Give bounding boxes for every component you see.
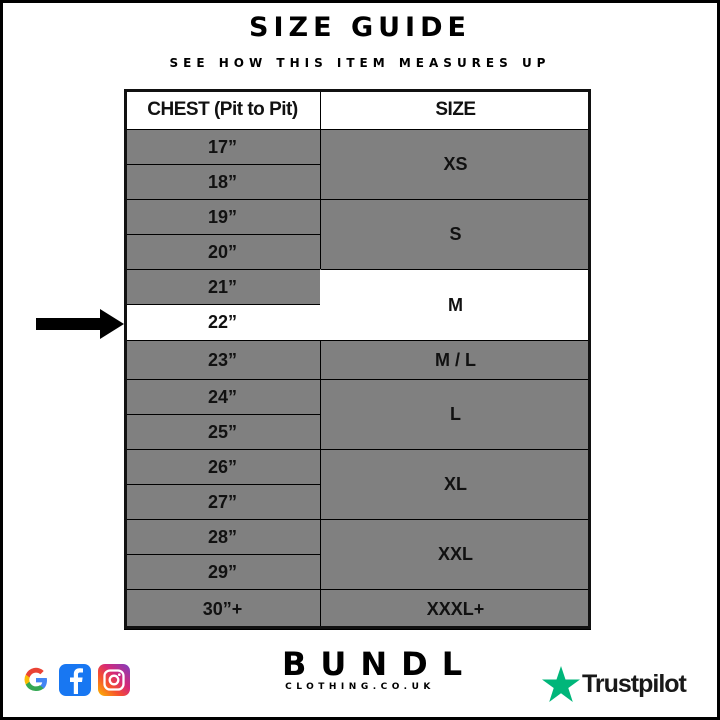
trustpilot-logo[interactable]: Trustpilot [542, 666, 687, 702]
trustpilot-label: Trustpilot [582, 669, 687, 698]
brand-website: CLOTHING.CO.UK [285, 682, 435, 692]
chest-cell: 25” [124, 414, 321, 450]
chest-cell: 26” [124, 449, 321, 485]
chest-cell: 27” [124, 484, 321, 520]
column-header-chest: CHEST (Pit to Pit) [124, 89, 321, 130]
brand-name: BUNDL [282, 645, 477, 683]
page-title: SIZE GUIDE [249, 12, 471, 43]
size-cell: XS [320, 129, 591, 200]
size-cell: S [320, 199, 591, 270]
instagram-icon[interactable] [98, 664, 130, 696]
chest-cell: 24” [124, 379, 321, 415]
chest-cell: 28” [124, 519, 321, 555]
social-icons [20, 664, 130, 696]
column-header-size: SIZE [320, 89, 591, 130]
brand-logo: BUNDL CLOTHING.CO.UK [270, 645, 477, 692]
page-subtitle: SEE HOW THIS ITEM MEASURES UP [169, 56, 551, 70]
size-cell: XXL [320, 519, 591, 590]
chest-cell: 20” [124, 234, 321, 270]
size-cell: XXXL+ [320, 589, 591, 630]
trustpilot-star-icon [542, 666, 580, 702]
chest-cell: 30”+ [124, 589, 321, 630]
chest-cell: 17” [124, 129, 321, 165]
size-cell: M / L [320, 340, 591, 380]
google-icon[interactable] [20, 664, 52, 696]
size-cell: M [320, 269, 591, 341]
size-cell: XL [320, 449, 591, 520]
chest-cell: 22” [124, 304, 321, 341]
arrow-right-icon [36, 309, 124, 339]
size-cell: L [320, 379, 591, 450]
chest-cell: 18” [124, 164, 321, 200]
chest-cell: 21” [124, 269, 321, 305]
size-table: CHEST (Pit to Pit) SIZE 17” 18” 19” 20” 21” 2… [124, 89, 591, 630]
facebook-icon[interactable] [59, 664, 91, 696]
chest-cell: 19” [124, 199, 321, 235]
chest-cell: 23” [124, 340, 321, 380]
chest-cell: 29” [124, 554, 321, 590]
